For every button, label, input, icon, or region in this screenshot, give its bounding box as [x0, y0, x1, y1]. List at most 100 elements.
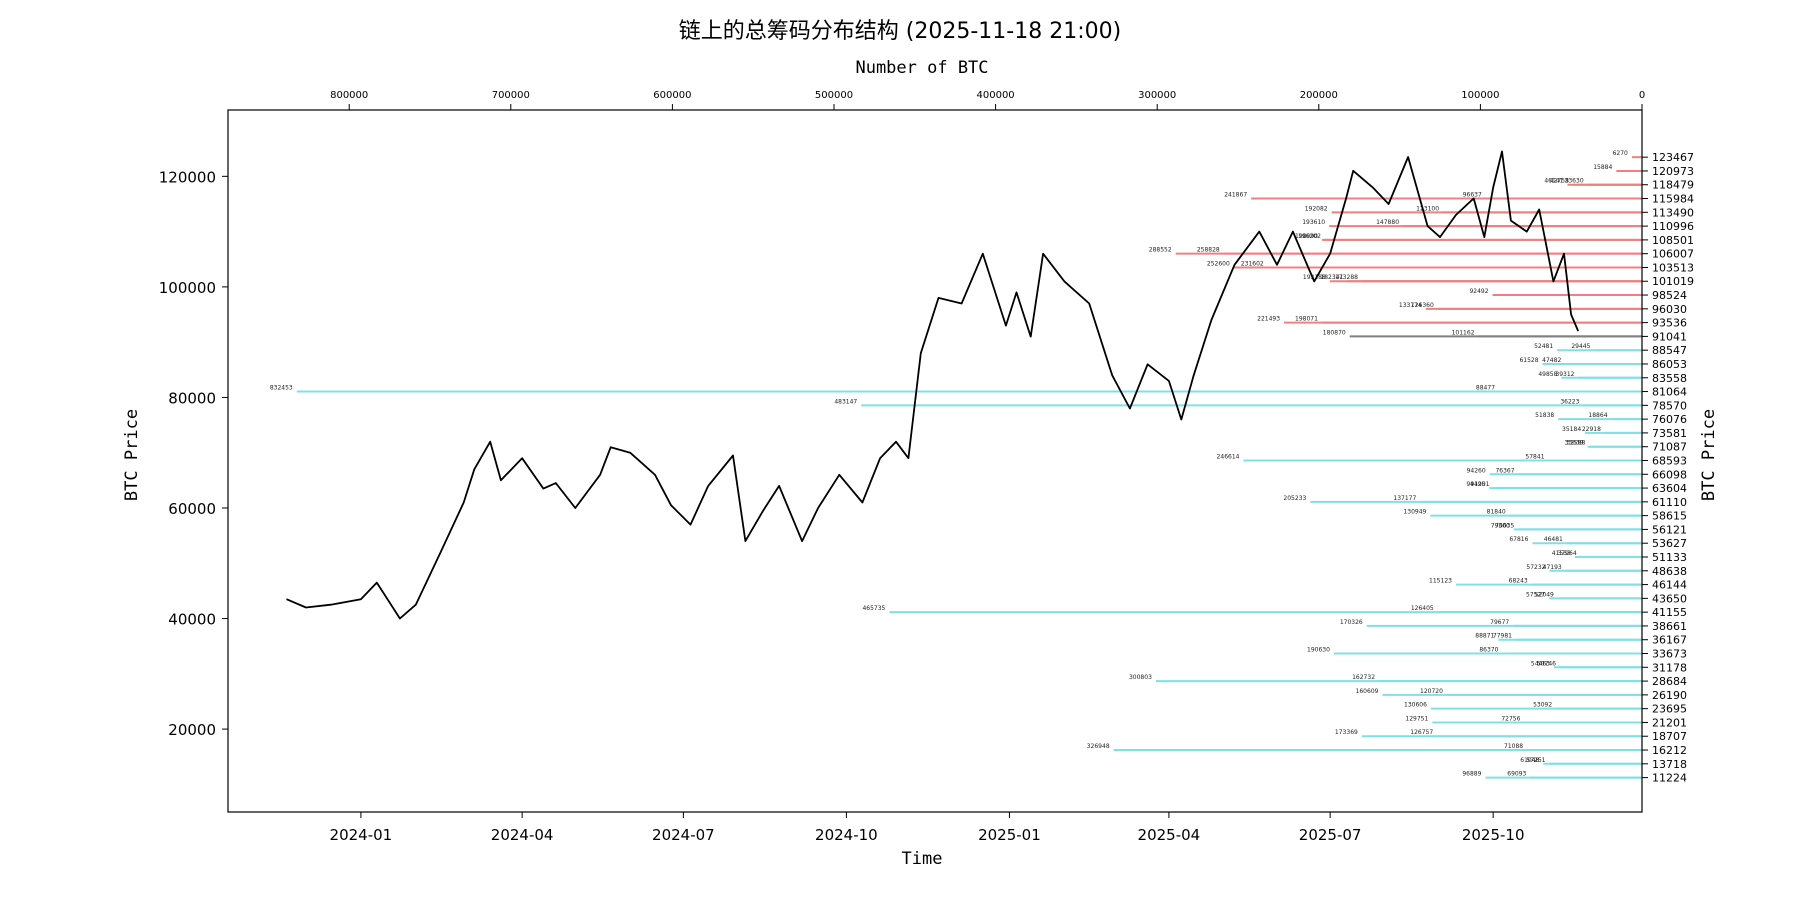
bar-value-label: 126360	[1411, 302, 1434, 309]
top-tick-label: 0	[1639, 90, 1645, 101]
bar-value-label: 465735	[862, 605, 885, 612]
bar-value-label: 300803	[1129, 674, 1152, 681]
bar-value-label: 91901	[1470, 481, 1489, 488]
right-tick-label: 106007	[1652, 248, 1694, 261]
bar-value-label: 22918	[1582, 426, 1601, 433]
bar-value-label: 39312	[1555, 371, 1574, 378]
bar-value-label: 130606	[1404, 702, 1427, 709]
bar-value-label: 76367	[1495, 467, 1514, 474]
bar-value-label: 205233	[1283, 495, 1306, 502]
bar-value-label: 32588	[1566, 440, 1585, 447]
top-axis-label: Number of BTC	[855, 58, 988, 78]
x-tick-label: 2024-04	[491, 826, 554, 844]
bar-value-label: 68243	[1509, 578, 1528, 585]
right-tick-label: 26190	[1652, 689, 1687, 702]
right-y-axis-label: BTC Price	[1699, 409, 1719, 501]
y-tick-label: 60000	[168, 500, 216, 518]
bar-value-label: 246614	[1217, 453, 1240, 460]
bar-value-label: 126757	[1410, 729, 1433, 736]
x-tick-label: 2024-07	[652, 826, 715, 844]
bar-value-label: 193188	[1303, 274, 1326, 281]
bar-value-label: 88477	[1476, 385, 1495, 392]
right-tick-label: 83558	[1652, 372, 1687, 385]
bar-value-label: 69093	[1507, 771, 1526, 778]
right-tick-label: 63604	[1652, 482, 1687, 495]
right-tick-label: 68593	[1652, 454, 1687, 467]
right-tick-label: 28684	[1652, 675, 1687, 688]
bar-value-label: 61528	[1519, 357, 1538, 364]
right-tick-label: 13718	[1652, 758, 1687, 771]
bar-value-label: 123100	[1416, 205, 1439, 212]
right-tick-label: 108501	[1652, 234, 1694, 247]
bar-value-label: 92492	[1469, 288, 1488, 295]
price-line-group	[286, 150, 1580, 620]
bar-value-label: 96637	[1463, 192, 1482, 199]
right-tick-label: 36167	[1652, 634, 1687, 647]
bar-value-label: 231602	[1241, 260, 1264, 267]
bar-value-label: 46141	[1544, 178, 1563, 185]
bar-value-label: 47193	[1543, 564, 1562, 571]
bar-value-label: 57232	[1526, 564, 1545, 571]
right-tick-label: 38661	[1652, 620, 1687, 633]
top-tick-label: 400000	[977, 90, 1015, 101]
right-tick-label: 48638	[1652, 565, 1687, 578]
bar-value-label: 36223	[1560, 398, 1579, 405]
right-tick-label: 16212	[1652, 744, 1687, 757]
bar-value-label: 52481	[1534, 343, 1553, 350]
right-tick-label: 101019	[1652, 275, 1694, 288]
y-axis-label: BTC Price	[122, 409, 142, 501]
right-tick-label: 53627	[1652, 537, 1687, 550]
y-tick-label: 100000	[159, 279, 216, 297]
right-tick-label: 120973	[1652, 165, 1694, 178]
bar-value-label: 49858	[1538, 371, 1557, 378]
bar-value-label: 81840	[1487, 509, 1506, 516]
x-tick-label: 2025-07	[1299, 826, 1362, 844]
right-tick-label: 51133	[1652, 551, 1687, 564]
bar-value-label: 71088	[1504, 743, 1523, 750]
bar-value-label: 50746	[1537, 660, 1556, 667]
plot-frame	[227, 109, 1643, 813]
bar-value-label: 120720	[1420, 688, 1443, 695]
right-tick-label: 98524	[1652, 289, 1687, 302]
bar-value-label: 6270	[1613, 150, 1628, 157]
bar-value-label: 832453	[270, 385, 293, 392]
right-tick-label: 110996	[1652, 220, 1694, 233]
bar-value-label: 94425	[1466, 481, 1485, 488]
right-tick-label: 73581	[1652, 427, 1687, 440]
top-tick-label: 600000	[653, 90, 691, 101]
bar-value-label: 180870	[1323, 329, 1346, 336]
bar-value-label: 54463	[1531, 660, 1550, 667]
bar-value-label: 79677	[1490, 619, 1509, 626]
right-tick-label: 71087	[1652, 441, 1687, 454]
bar-value-label: 190630	[1307, 647, 1330, 654]
chart-title: 链上的总筹码分布结构 (2025-11-18 21:00)	[679, 19, 1121, 44]
right-tick-label: 66098	[1652, 468, 1687, 481]
bar-value-label: 67816	[1509, 536, 1528, 543]
bar-value-label: 96889	[1462, 771, 1481, 778]
bar-value-label: 252600	[1207, 260, 1230, 267]
right-tick-label: 115984	[1652, 193, 1694, 206]
bar-value-label: 198090	[1295, 233, 1318, 240]
bar-value-label: 133774	[1399, 302, 1422, 309]
right-tick-label: 21201	[1652, 716, 1687, 729]
bar-value-label: 47482	[1542, 357, 1561, 364]
right-tick-label: 123467	[1652, 151, 1694, 164]
bar-value-label: 88871	[1475, 633, 1494, 640]
bar-value-label: 35184	[1562, 426, 1581, 433]
bar-value-label: 101162	[1452, 329, 1475, 336]
bar-value-label: 115123	[1429, 578, 1452, 585]
bar-value-label: 79300	[1491, 522, 1510, 529]
x-tick-label: 2024-10	[815, 826, 878, 844]
bar-value-label: 76635	[1495, 522, 1514, 529]
bar-value-label: 173369	[1335, 729, 1358, 736]
right-tick-label: 81064	[1652, 386, 1687, 399]
bar-value-label: 33630	[1565, 178, 1584, 185]
bar-value-label: 173288	[1335, 274, 1358, 281]
bar-value-label: 51838	[1535, 412, 1554, 419]
bar-value-label: 46481	[1544, 536, 1563, 543]
bar-value-label: 42758	[1550, 178, 1569, 185]
bar-value-label: 130949	[1403, 509, 1426, 516]
top-tick-label: 200000	[1300, 90, 1338, 101]
bar-value-label: 193610	[1302, 219, 1325, 226]
